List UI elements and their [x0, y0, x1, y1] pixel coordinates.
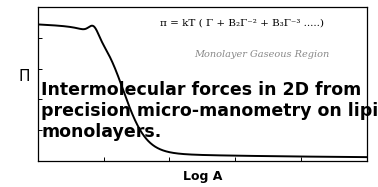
Y-axis label: Π: Π: [19, 69, 30, 84]
Text: Monolayer Gaseous Region: Monolayer Gaseous Region: [194, 50, 329, 59]
X-axis label: Log A: Log A: [183, 170, 222, 183]
Text: Intermolecular forces in 2D from
precision micro-manometry on lipid
monolayers.: Intermolecular forces in 2D from precisi…: [41, 81, 378, 141]
Text: π = kT ( Γ + B₂Γ⁻² + B₃Γ⁻³ .....): π = kT ( Γ + B₂Γ⁻² + B₃Γ⁻³ .....): [160, 18, 324, 27]
